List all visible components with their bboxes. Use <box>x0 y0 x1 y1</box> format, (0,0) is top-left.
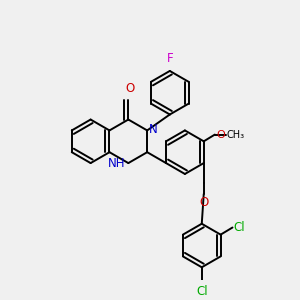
Text: O: O <box>216 130 225 140</box>
Text: Cl: Cl <box>196 285 208 298</box>
Text: O: O <box>199 196 208 209</box>
Text: N: N <box>149 123 158 136</box>
Text: F: F <box>167 52 173 65</box>
Text: Cl: Cl <box>234 221 245 234</box>
Text: NH: NH <box>108 157 126 169</box>
Text: O: O <box>126 82 135 95</box>
Text: CH₃: CH₃ <box>226 130 244 140</box>
